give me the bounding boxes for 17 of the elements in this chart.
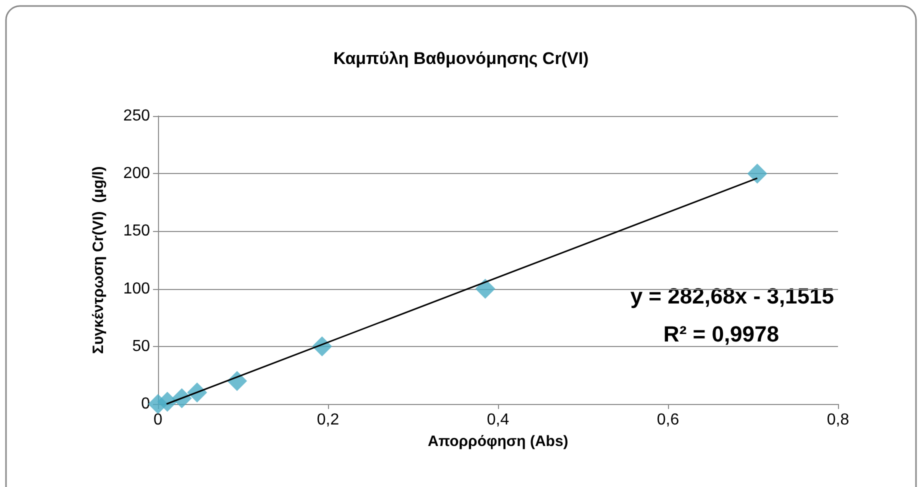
- y-tick-label: 100: [123, 280, 150, 298]
- y-tick-label: 150: [123, 222, 150, 240]
- chart-title: Καμπύλη Βαθμονόμησης Cr(VI): [333, 49, 589, 68]
- y-tick-label: 250: [123, 108, 150, 124]
- y-axis-title: Συγκέντρωση Cr(VI) (μg/l): [90, 166, 107, 354]
- x-tick-label: 0,8: [826, 412, 850, 428]
- x-tick-label: 0: [154, 412, 163, 428]
- annotation: R² = 0,9978: [663, 322, 780, 346]
- y-tick-label: 0: [141, 396, 150, 412]
- x-tick-label: 0,4: [486, 412, 510, 428]
- x-axis-title: Απορρόφηση (Abs): [428, 433, 568, 450]
- x-tick-label: 0,6: [656, 412, 680, 428]
- y-tick-label: 50: [132, 338, 150, 355]
- point: [475, 278, 496, 299]
- x-tick-label: 0,2: [316, 412, 340, 428]
- point: [747, 164, 768, 184]
- y-tick-label: 200: [123, 165, 150, 182]
